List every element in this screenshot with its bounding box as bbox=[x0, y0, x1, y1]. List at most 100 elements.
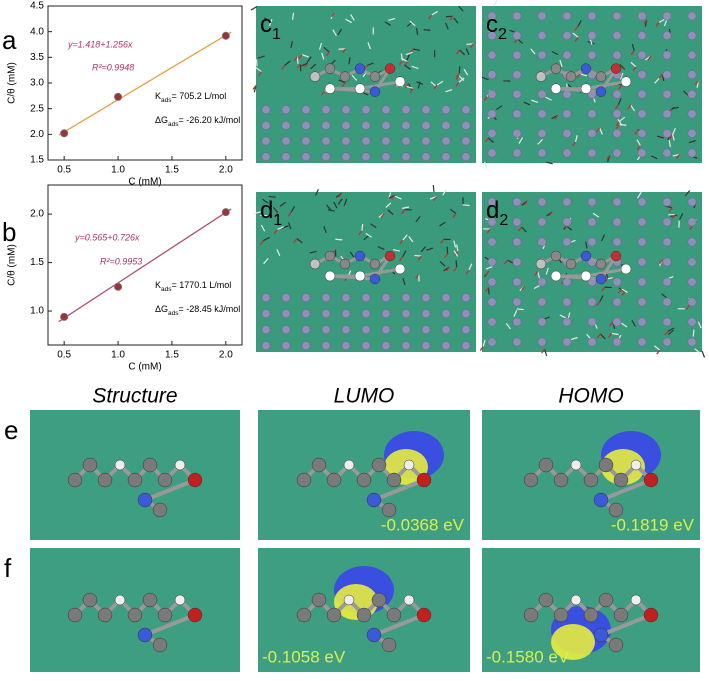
metal-atom bbox=[402, 309, 410, 317]
metal-atom bbox=[282, 121, 290, 129]
metal-atom bbox=[563, 338, 571, 346]
metal-atom bbox=[663, 129, 671, 137]
metal-atom bbox=[402, 325, 410, 333]
atom bbox=[340, 259, 350, 269]
metal-atom bbox=[588, 31, 596, 39]
atom bbox=[524, 608, 538, 622]
atom bbox=[310, 72, 320, 82]
metal-atom bbox=[262, 341, 270, 349]
metal-atom bbox=[422, 309, 430, 317]
metal-atom bbox=[688, 90, 696, 98]
metal-atom bbox=[613, 110, 621, 118]
atom bbox=[143, 593, 157, 607]
metal-atom bbox=[322, 293, 330, 301]
atom bbox=[153, 638, 167, 652]
metal-atom bbox=[382, 293, 390, 301]
metal-atom bbox=[422, 153, 430, 161]
atom bbox=[631, 595, 641, 605]
metal-atom bbox=[322, 341, 330, 349]
metal-atom bbox=[663, 51, 671, 59]
metal-atom bbox=[513, 110, 521, 118]
metal-atom bbox=[638, 218, 646, 226]
water-stick bbox=[517, 309, 524, 310]
dgads: ΔGads= -26.20 kJ/mol bbox=[155, 115, 240, 128]
atom bbox=[372, 458, 386, 472]
metal-atom bbox=[422, 121, 430, 129]
metal-atom bbox=[538, 51, 546, 59]
metal-atom bbox=[282, 309, 290, 317]
metal-atom bbox=[342, 121, 350, 129]
atom bbox=[355, 84, 365, 94]
x-axis-label: C (mM) bbox=[128, 177, 161, 188]
metal-atom bbox=[488, 149, 496, 157]
metal-atom bbox=[513, 31, 521, 39]
data-point bbox=[114, 283, 121, 290]
metal-atom bbox=[513, 198, 521, 206]
metal-atom bbox=[302, 121, 310, 129]
metal-atom bbox=[588, 318, 596, 326]
metal-atom bbox=[513, 71, 521, 79]
metal-atom bbox=[663, 71, 671, 79]
metal-atom bbox=[462, 293, 470, 301]
atom bbox=[581, 64, 591, 74]
metal-atom bbox=[638, 110, 646, 118]
atom bbox=[581, 251, 591, 261]
metal-atom bbox=[563, 31, 571, 39]
metal-atom bbox=[342, 137, 350, 145]
metal-atom bbox=[563, 298, 571, 306]
metal-atom bbox=[462, 341, 470, 349]
atom bbox=[344, 460, 354, 470]
atom bbox=[584, 608, 598, 622]
atom bbox=[312, 458, 326, 472]
snapshot-sub: 2 bbox=[498, 26, 507, 43]
metal-atom bbox=[613, 318, 621, 326]
dgads-part: = -28.45 kJ/mol bbox=[179, 304, 241, 314]
atom bbox=[83, 593, 97, 607]
x-tick-label: 0.5 bbox=[57, 165, 71, 176]
row-label: f bbox=[4, 553, 12, 583]
metal-atom bbox=[322, 137, 330, 145]
metal-atom bbox=[588, 110, 596, 118]
metal-atom bbox=[613, 198, 621, 206]
column-header: HOMO bbox=[558, 385, 623, 408]
metal-atom bbox=[262, 309, 270, 317]
snapshot-sub: 2 bbox=[499, 212, 508, 229]
metal-atom bbox=[513, 238, 521, 246]
metal-atom bbox=[402, 121, 410, 129]
atom bbox=[551, 251, 561, 261]
metal-atom bbox=[588, 298, 596, 306]
atom bbox=[395, 264, 405, 274]
metal-atom bbox=[382, 325, 390, 333]
metal-atom bbox=[638, 278, 646, 286]
metal-atom bbox=[488, 51, 496, 59]
metal-atom bbox=[462, 137, 470, 145]
metal-atom bbox=[613, 149, 621, 157]
metal-atom bbox=[588, 198, 596, 206]
metal-atom bbox=[488, 338, 496, 346]
metal-atom bbox=[362, 293, 370, 301]
atom bbox=[581, 271, 591, 281]
metal-atom bbox=[462, 309, 470, 317]
x-tick-label: 2.0 bbox=[219, 165, 233, 176]
atom bbox=[138, 628, 152, 642]
metal-atom bbox=[362, 325, 370, 333]
metal-atom bbox=[613, 12, 621, 20]
metal-atom bbox=[382, 137, 390, 145]
y-tick-label: 3.0 bbox=[30, 78, 44, 89]
y-tick-label: 2.0 bbox=[30, 129, 44, 140]
water-stick bbox=[256, 59, 257, 66]
atom bbox=[644, 608, 658, 622]
metal-atom bbox=[513, 278, 521, 286]
metal-atom bbox=[563, 198, 571, 206]
atom bbox=[98, 473, 112, 487]
metal-atom bbox=[382, 153, 390, 161]
metal-atom bbox=[442, 293, 450, 301]
metal-atom bbox=[538, 90, 546, 98]
y-tick-label: 4.0 bbox=[30, 26, 44, 37]
metal-atom bbox=[563, 12, 571, 20]
atom bbox=[367, 493, 381, 507]
atom bbox=[621, 264, 631, 274]
atom bbox=[325, 84, 335, 94]
atom bbox=[387, 473, 401, 487]
metal-atom bbox=[262, 325, 270, 333]
